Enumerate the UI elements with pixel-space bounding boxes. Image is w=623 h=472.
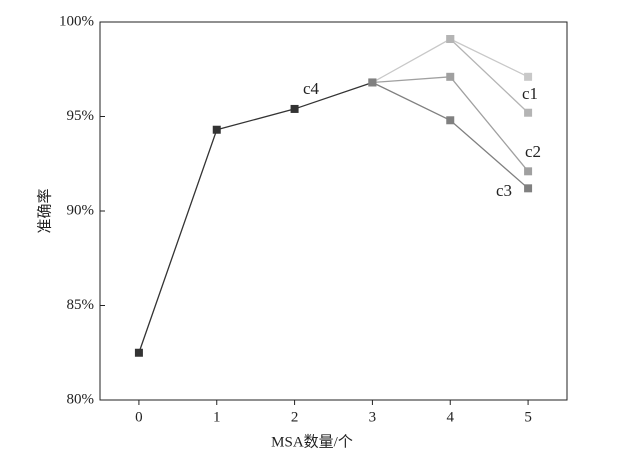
plot-frame — [99, 21, 568, 401]
y-axis-label: 准确率 — [36, 188, 53, 233]
y-tick-label: 85% — [67, 297, 95, 313]
data-point — [524, 184, 533, 193]
series-line — [138, 81, 373, 353]
x-tick-label: 2 — [291, 409, 299, 425]
data-point — [212, 125, 221, 134]
data-point — [446, 72, 455, 81]
series-line — [372, 81, 529, 189]
data-point — [524, 72, 533, 81]
y-tick-label: 90% — [67, 202, 95, 218]
data-point — [524, 108, 533, 117]
x-tick-label: 5 — [524, 409, 532, 425]
x-tick-label: 4 — [447, 409, 455, 425]
data-point — [290, 104, 299, 113]
annotation: c1 — [522, 84, 538, 103]
x-tick-label: 0 — [135, 409, 143, 425]
data-point — [446, 35, 455, 44]
series-line — [449, 38, 529, 114]
annotation: c2 — [525, 142, 541, 161]
annotation: c3 — [496, 181, 512, 200]
y-tick-label: 95% — [67, 108, 95, 124]
y-tick-label: 80% — [67, 391, 95, 407]
data-point — [134, 348, 143, 357]
y-tick-label: 100% — [59, 13, 94, 29]
data-point — [524, 167, 533, 176]
data-point — [368, 78, 377, 87]
x-axis-label: MSA数量/个 — [271, 433, 353, 450]
x-tick-label: 3 — [369, 409, 377, 425]
annotation: c4 — [303, 79, 320, 98]
data-point — [446, 116, 455, 125]
x-tick-label: 1 — [213, 409, 221, 425]
